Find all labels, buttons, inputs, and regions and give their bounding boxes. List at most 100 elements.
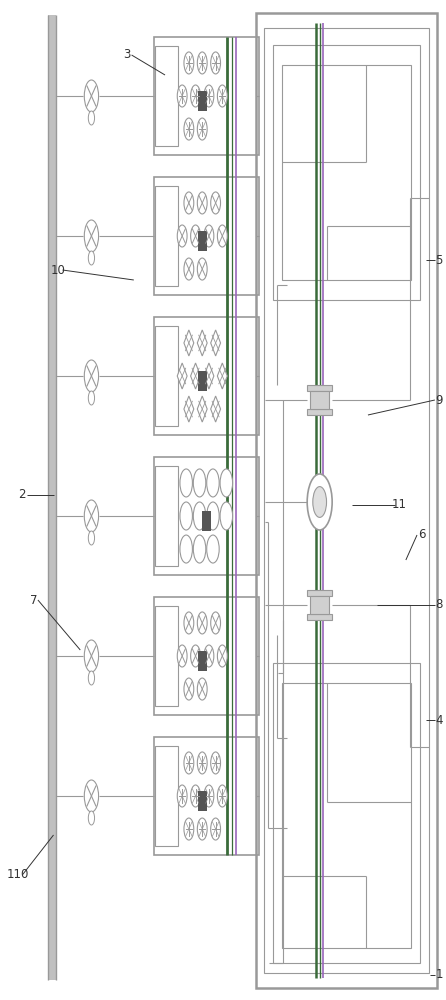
Circle shape bbox=[184, 752, 194, 774]
Circle shape bbox=[190, 85, 200, 107]
Bar bbox=[155, 186, 178, 286]
Bar bbox=[282, 683, 411, 948]
Circle shape bbox=[220, 469, 232, 497]
Circle shape bbox=[184, 818, 194, 840]
Circle shape bbox=[204, 785, 214, 807]
Circle shape bbox=[217, 645, 227, 667]
Bar bbox=[307, 385, 332, 391]
Text: 8: 8 bbox=[436, 598, 443, 611]
Bar bbox=[154, 457, 259, 575]
Circle shape bbox=[206, 502, 219, 530]
Polygon shape bbox=[177, 363, 187, 389]
Polygon shape bbox=[184, 396, 194, 422]
Circle shape bbox=[190, 645, 200, 667]
Circle shape bbox=[184, 258, 194, 280]
Circle shape bbox=[197, 752, 207, 774]
Bar bbox=[154, 317, 259, 435]
Circle shape bbox=[84, 780, 99, 812]
Bar bbox=[48, 15, 56, 980]
Polygon shape bbox=[184, 330, 194, 356]
Circle shape bbox=[197, 678, 207, 700]
Circle shape bbox=[88, 111, 95, 125]
Bar bbox=[307, 409, 332, 415]
Circle shape bbox=[84, 80, 99, 112]
Bar bbox=[198, 91, 206, 111]
Polygon shape bbox=[204, 363, 214, 389]
Circle shape bbox=[204, 225, 214, 247]
Circle shape bbox=[217, 85, 227, 107]
Polygon shape bbox=[217, 363, 227, 389]
Circle shape bbox=[197, 52, 207, 74]
Circle shape bbox=[88, 671, 95, 685]
Bar bbox=[273, 45, 420, 300]
Bar bbox=[264, 28, 429, 973]
Circle shape bbox=[313, 487, 326, 517]
Polygon shape bbox=[190, 363, 201, 389]
Polygon shape bbox=[211, 330, 220, 356]
Circle shape bbox=[180, 469, 192, 497]
Circle shape bbox=[184, 612, 194, 634]
Polygon shape bbox=[211, 396, 220, 422]
Circle shape bbox=[197, 818, 207, 840]
Circle shape bbox=[84, 640, 99, 672]
Circle shape bbox=[177, 85, 187, 107]
Text: 5: 5 bbox=[436, 253, 443, 266]
Polygon shape bbox=[197, 330, 207, 356]
Circle shape bbox=[184, 52, 194, 74]
Circle shape bbox=[220, 502, 232, 530]
Circle shape bbox=[184, 678, 194, 700]
Bar bbox=[273, 663, 420, 963]
Bar bbox=[198, 231, 206, 251]
Circle shape bbox=[88, 391, 95, 405]
Circle shape bbox=[211, 52, 220, 74]
Polygon shape bbox=[197, 396, 207, 422]
Bar bbox=[155, 326, 178, 426]
Text: 6: 6 bbox=[418, 528, 425, 542]
Circle shape bbox=[177, 225, 187, 247]
Circle shape bbox=[88, 811, 95, 825]
Circle shape bbox=[177, 785, 187, 807]
Bar bbox=[154, 737, 259, 855]
Circle shape bbox=[217, 225, 227, 247]
Circle shape bbox=[307, 474, 332, 530]
Text: 1: 1 bbox=[436, 968, 443, 982]
Text: 7: 7 bbox=[30, 593, 37, 606]
Text: 110: 110 bbox=[7, 868, 29, 882]
Text: 9: 9 bbox=[436, 393, 443, 406]
Bar bbox=[282, 65, 411, 280]
Text: 3: 3 bbox=[124, 48, 131, 62]
Bar bbox=[154, 37, 259, 155]
Bar bbox=[155, 466, 178, 566]
Circle shape bbox=[177, 645, 187, 667]
Text: 11: 11 bbox=[392, 498, 407, 512]
Circle shape bbox=[184, 118, 194, 140]
Circle shape bbox=[180, 535, 192, 563]
Bar bbox=[154, 177, 259, 295]
Circle shape bbox=[84, 220, 99, 252]
Circle shape bbox=[211, 752, 220, 774]
Bar bbox=[154, 597, 259, 715]
Text: 2: 2 bbox=[19, 488, 26, 502]
Bar bbox=[155, 746, 178, 846]
Circle shape bbox=[84, 360, 99, 392]
Bar bbox=[155, 46, 178, 146]
Circle shape bbox=[88, 531, 95, 545]
Circle shape bbox=[193, 469, 206, 497]
Circle shape bbox=[206, 469, 219, 497]
Circle shape bbox=[217, 785, 227, 807]
Text: 10: 10 bbox=[50, 263, 66, 276]
Circle shape bbox=[180, 502, 192, 530]
Bar bbox=[310, 391, 329, 409]
Bar bbox=[202, 511, 211, 531]
Circle shape bbox=[193, 502, 206, 530]
Circle shape bbox=[184, 192, 194, 214]
Circle shape bbox=[206, 535, 219, 563]
Text: 4: 4 bbox=[436, 714, 443, 726]
Circle shape bbox=[190, 785, 200, 807]
Circle shape bbox=[197, 192, 207, 214]
Bar bbox=[307, 614, 332, 620]
Bar bbox=[198, 651, 206, 671]
Bar bbox=[256, 13, 437, 988]
Circle shape bbox=[88, 251, 95, 265]
Circle shape bbox=[193, 535, 206, 563]
